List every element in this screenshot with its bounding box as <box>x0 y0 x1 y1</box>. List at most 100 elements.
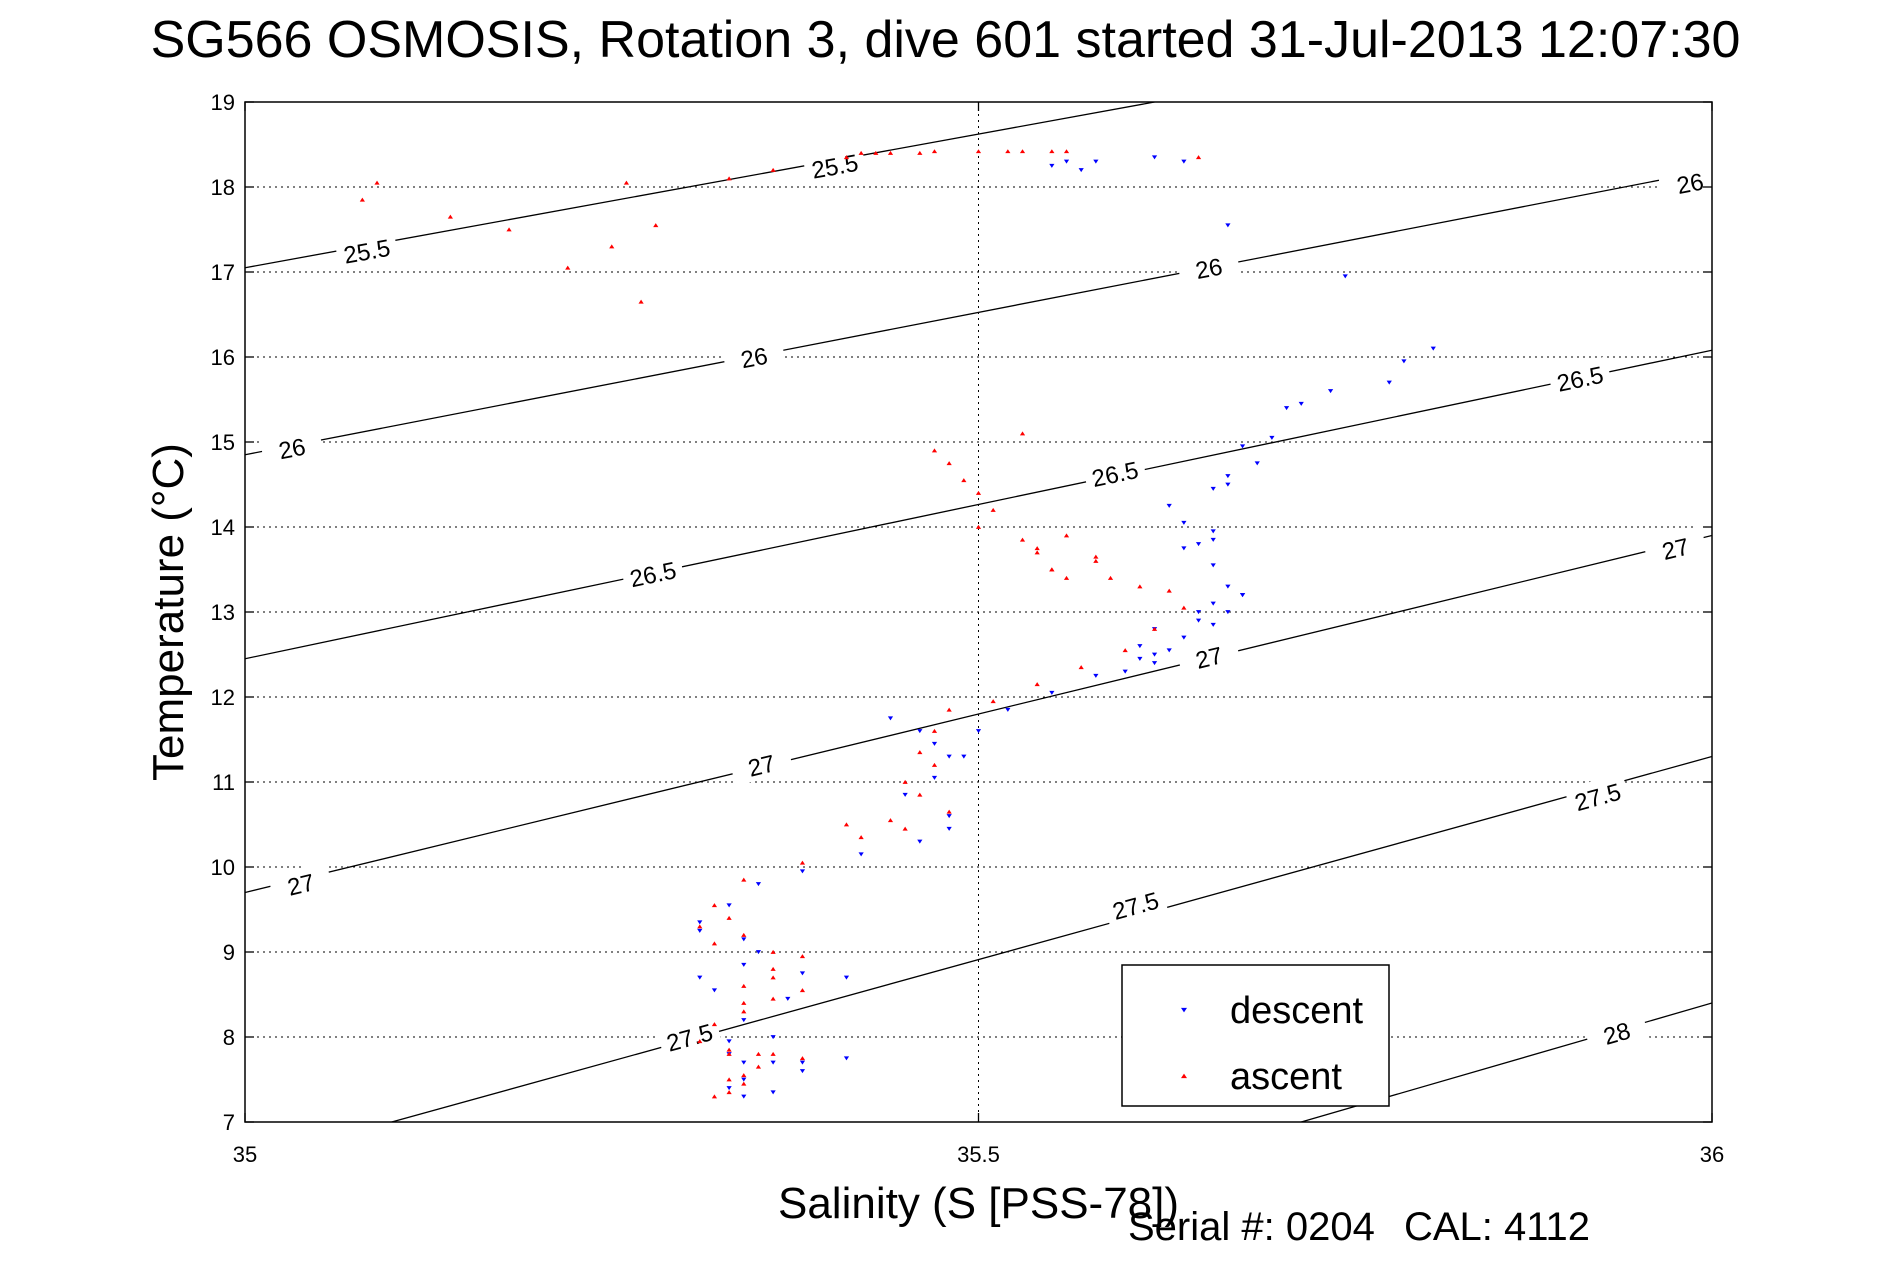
y-tick-label: 8 <box>223 1025 235 1050</box>
ascent-point <box>1181 605 1187 610</box>
ascent-point <box>917 792 923 797</box>
ascent-point <box>1063 149 1070 154</box>
contour-label: 25.5 <box>802 144 867 185</box>
legend-label-descent: descent <box>1230 990 1364 1032</box>
contour-label-text: 26 <box>1675 168 1706 200</box>
y-tick-label: 14 <box>211 515 235 540</box>
contour-line-27-5 <box>391 755 1712 1122</box>
contour-label-text: 27.5 <box>1572 779 1624 817</box>
ascent-point <box>711 903 718 908</box>
descent-point <box>1401 359 1407 364</box>
descent-point <box>1225 584 1231 589</box>
contour-line-27 <box>245 534 1712 894</box>
ascent-point <box>1093 554 1099 559</box>
descent-point <box>1195 618 1202 623</box>
axis-ticks: 35 35.5 36 7 8 9 10 11 12 13 14 15 16 17 18 19 <box>211 90 1725 1167</box>
descent-point <box>770 1060 776 1065</box>
descent-point <box>1210 529 1216 534</box>
legend: descent ascent <box>1121 964 1390 1107</box>
ascent-point <box>741 1081 747 1086</box>
ascent-point <box>770 949 776 954</box>
contour-label-text: 26 <box>277 434 308 466</box>
descent-point <box>1239 444 1246 449</box>
descent-point <box>1210 537 1216 542</box>
ascent-point <box>1151 626 1158 631</box>
descent-point <box>799 1069 806 1074</box>
contour-label-text: 27.5 <box>664 1019 716 1057</box>
contour-label-text: 26 <box>1193 253 1224 285</box>
ascent-point <box>1005 149 1011 154</box>
contour-label: 26.5 <box>1547 356 1613 399</box>
y-tick-label: 9 <box>223 940 235 965</box>
x-axis-label: Salinity (S [PSS-78]) <box>778 1179 1179 1228</box>
descent-point <box>1342 274 1348 279</box>
ascent-point <box>990 699 996 704</box>
contour-label-text: 27 <box>1660 533 1692 566</box>
descent-point <box>711 988 718 993</box>
ascent-point <box>623 180 630 185</box>
ascent-point <box>931 149 938 154</box>
contour-label: 26 <box>1176 246 1241 288</box>
contour-label-text: 26 <box>739 343 770 375</box>
ascent-point <box>1107 575 1114 580</box>
ascent-point <box>931 762 938 767</box>
descent-point <box>1151 661 1158 666</box>
ascent-point <box>359 197 365 202</box>
ascent-point <box>1019 431 1026 436</box>
ascent-point <box>975 490 982 495</box>
ascent-point <box>1093 558 1099 563</box>
y-tick-label: 15 <box>211 430 235 455</box>
descent-point <box>741 1094 747 1099</box>
ascent-point <box>697 924 703 929</box>
ascent-point <box>975 149 982 154</box>
descent-point <box>697 920 703 925</box>
descent-point <box>741 1018 747 1023</box>
y-tick-label: 18 <box>211 175 235 200</box>
descent-point <box>1386 380 1392 385</box>
ascent-point <box>799 1056 806 1061</box>
descent-point <box>843 1056 850 1061</box>
descent-point <box>975 729 982 734</box>
y-tick-label: 17 <box>211 260 235 285</box>
y-tick-label: 19 <box>211 90 235 115</box>
ascent-point <box>447 214 453 219</box>
contour-label: 27.5 <box>1564 773 1631 818</box>
ascent-point <box>638 299 644 304</box>
ascent-point <box>1063 533 1070 538</box>
contour-label: 26 <box>1657 161 1712 203</box>
descent-point <box>1181 520 1187 525</box>
ascent-point <box>741 983 747 988</box>
contour-line-25-5 <box>245 102 1155 269</box>
ascent-point <box>1034 546 1040 551</box>
data-points <box>359 149 1436 1099</box>
ascent-point <box>770 996 776 1001</box>
descent-point <box>726 903 732 908</box>
descent-point <box>1181 546 1187 551</box>
x-tick-label: 35 <box>233 1142 257 1167</box>
descent-point <box>917 729 923 734</box>
contour-label-text: 27 <box>285 869 317 902</box>
descent-point <box>931 775 938 780</box>
contour-label: 27.5 <box>656 1013 723 1059</box>
ascent-point <box>565 265 571 270</box>
contour-line-26-5 <box>245 349 1712 660</box>
descent-point <box>697 975 703 980</box>
descent-point <box>741 962 747 967</box>
descent-point <box>917 839 923 844</box>
descent-point <box>755 950 762 955</box>
ascent-point <box>770 966 776 971</box>
y-tick-label: 12 <box>211 685 235 710</box>
ascent-point <box>726 1047 732 1052</box>
ascent-point <box>741 932 747 937</box>
ascent-point <box>770 167 776 172</box>
descent-point <box>1078 168 1084 173</box>
ascent-point <box>1034 550 1040 555</box>
ascent-point <box>1078 665 1084 670</box>
ascent-point <box>711 941 718 946</box>
descent-point <box>697 928 703 933</box>
descent-point <box>1093 159 1099 164</box>
y-tick-label: 13 <box>211 600 235 625</box>
ascent-point <box>755 1051 762 1056</box>
descent-point <box>1151 155 1158 160</box>
